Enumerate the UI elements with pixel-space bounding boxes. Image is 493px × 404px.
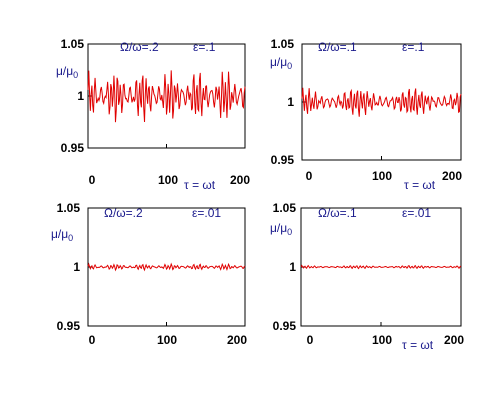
x-tick-marks	[301, 156, 462, 160]
x-tick-marks	[300, 322, 462, 326]
x-axis-label: τ = ωt	[402, 338, 434, 352]
x-tick-marks	[87, 322, 246, 326]
x-tick-label: 0	[89, 173, 96, 187]
y-tick-label: 1.05	[61, 37, 85, 51]
y-axis-label: μ/μ0	[51, 227, 73, 243]
y-axis-label: μ/μ0	[270, 55, 292, 71]
y-axis-label-main: μ/μ	[56, 64, 73, 78]
y-tick-label: 1	[73, 260, 80, 274]
x-tick-label: 200	[442, 169, 462, 183]
y-tick-label: 1	[77, 89, 84, 103]
x-tick-label: 100	[372, 169, 392, 183]
y-axis-label-main: μ/μ	[270, 221, 287, 235]
panel-2: 1.05 1 0.95 0 100 200 μ/μ0 τ = ωt Ω/ω=.1…	[270, 37, 462, 192]
panel-1: 1.05 1 0.95 0 100 200 μ/μ0 τ = ωt Ω/ω=.2…	[56, 37, 250, 192]
x-axis-label: τ = ωt	[184, 178, 216, 192]
x-tick-label: 0	[89, 333, 96, 347]
y-tick-label: 0.95	[271, 153, 295, 167]
x-tick-label: 200	[230, 173, 250, 187]
x-tick-label: 0	[307, 333, 314, 347]
y-axis-label-sub: 0	[287, 227, 292, 237]
annotation-epsilon: ε=.01	[402, 206, 431, 220]
x-tick-label: 100	[372, 333, 392, 347]
y-axis-label: μ/μ0	[56, 64, 78, 80]
series-line	[301, 87, 462, 117]
y-tick-label: 0.95	[57, 319, 81, 333]
y-tick-label: 1.05	[57, 201, 81, 215]
x-tick-label: 100	[157, 333, 177, 347]
panel-4: 1.05 1 0.95 0 100 200 μ/μ0 τ = ωt Ω/ω=.1…	[270, 201, 464, 352]
y-tick-label: 1.05	[271, 37, 295, 51]
y-axis-label: μ/μ0	[270, 221, 292, 237]
y-tick-label: 1	[289, 260, 296, 274]
series-line	[87, 262, 246, 272]
x-tick-label: 0	[306, 169, 313, 183]
annotation-ratio: Ω/ω=.2	[120, 40, 159, 54]
y-tick-label: 0.95	[273, 319, 297, 333]
annotation-epsilon: ε=.1	[402, 40, 425, 54]
y-tick-label: 1.05	[273, 201, 297, 215]
annotation-ratio: Ω/ω=.1	[318, 206, 357, 220]
y-tick-label: 1	[287, 95, 294, 109]
annotation-epsilon: ε=.1	[193, 40, 216, 54]
annotation-epsilon: ε=.01	[192, 206, 221, 220]
annotation-ratio: Ω/ω=.2	[104, 206, 143, 220]
y-axis-label-sub: 0	[287, 61, 292, 71]
y-tick-label: 0.95	[61, 141, 85, 155]
series-line	[300, 264, 462, 270]
x-tick-marks	[87, 144, 246, 148]
x-tick-label: 200	[227, 333, 247, 347]
y-axis-label-main: μ/μ	[270, 55, 287, 69]
series-line	[87, 70, 246, 123]
y-axis-label-main: μ/μ	[51, 227, 68, 241]
annotation-ratio: Ω/ω=.1	[318, 40, 357, 54]
y-axis-label-sub: 0	[68, 233, 73, 243]
x-tick-label: 100	[158, 173, 178, 187]
x-axis-label: τ = ωt	[404, 178, 436, 192]
y-axis-label-sub: 0	[73, 70, 78, 80]
x-tick-label: 200	[444, 333, 464, 347]
panel-3: 1.05 1 0.95 0 100 200 μ/μ0 Ω/ω=.2 ε=.01	[51, 201, 247, 347]
